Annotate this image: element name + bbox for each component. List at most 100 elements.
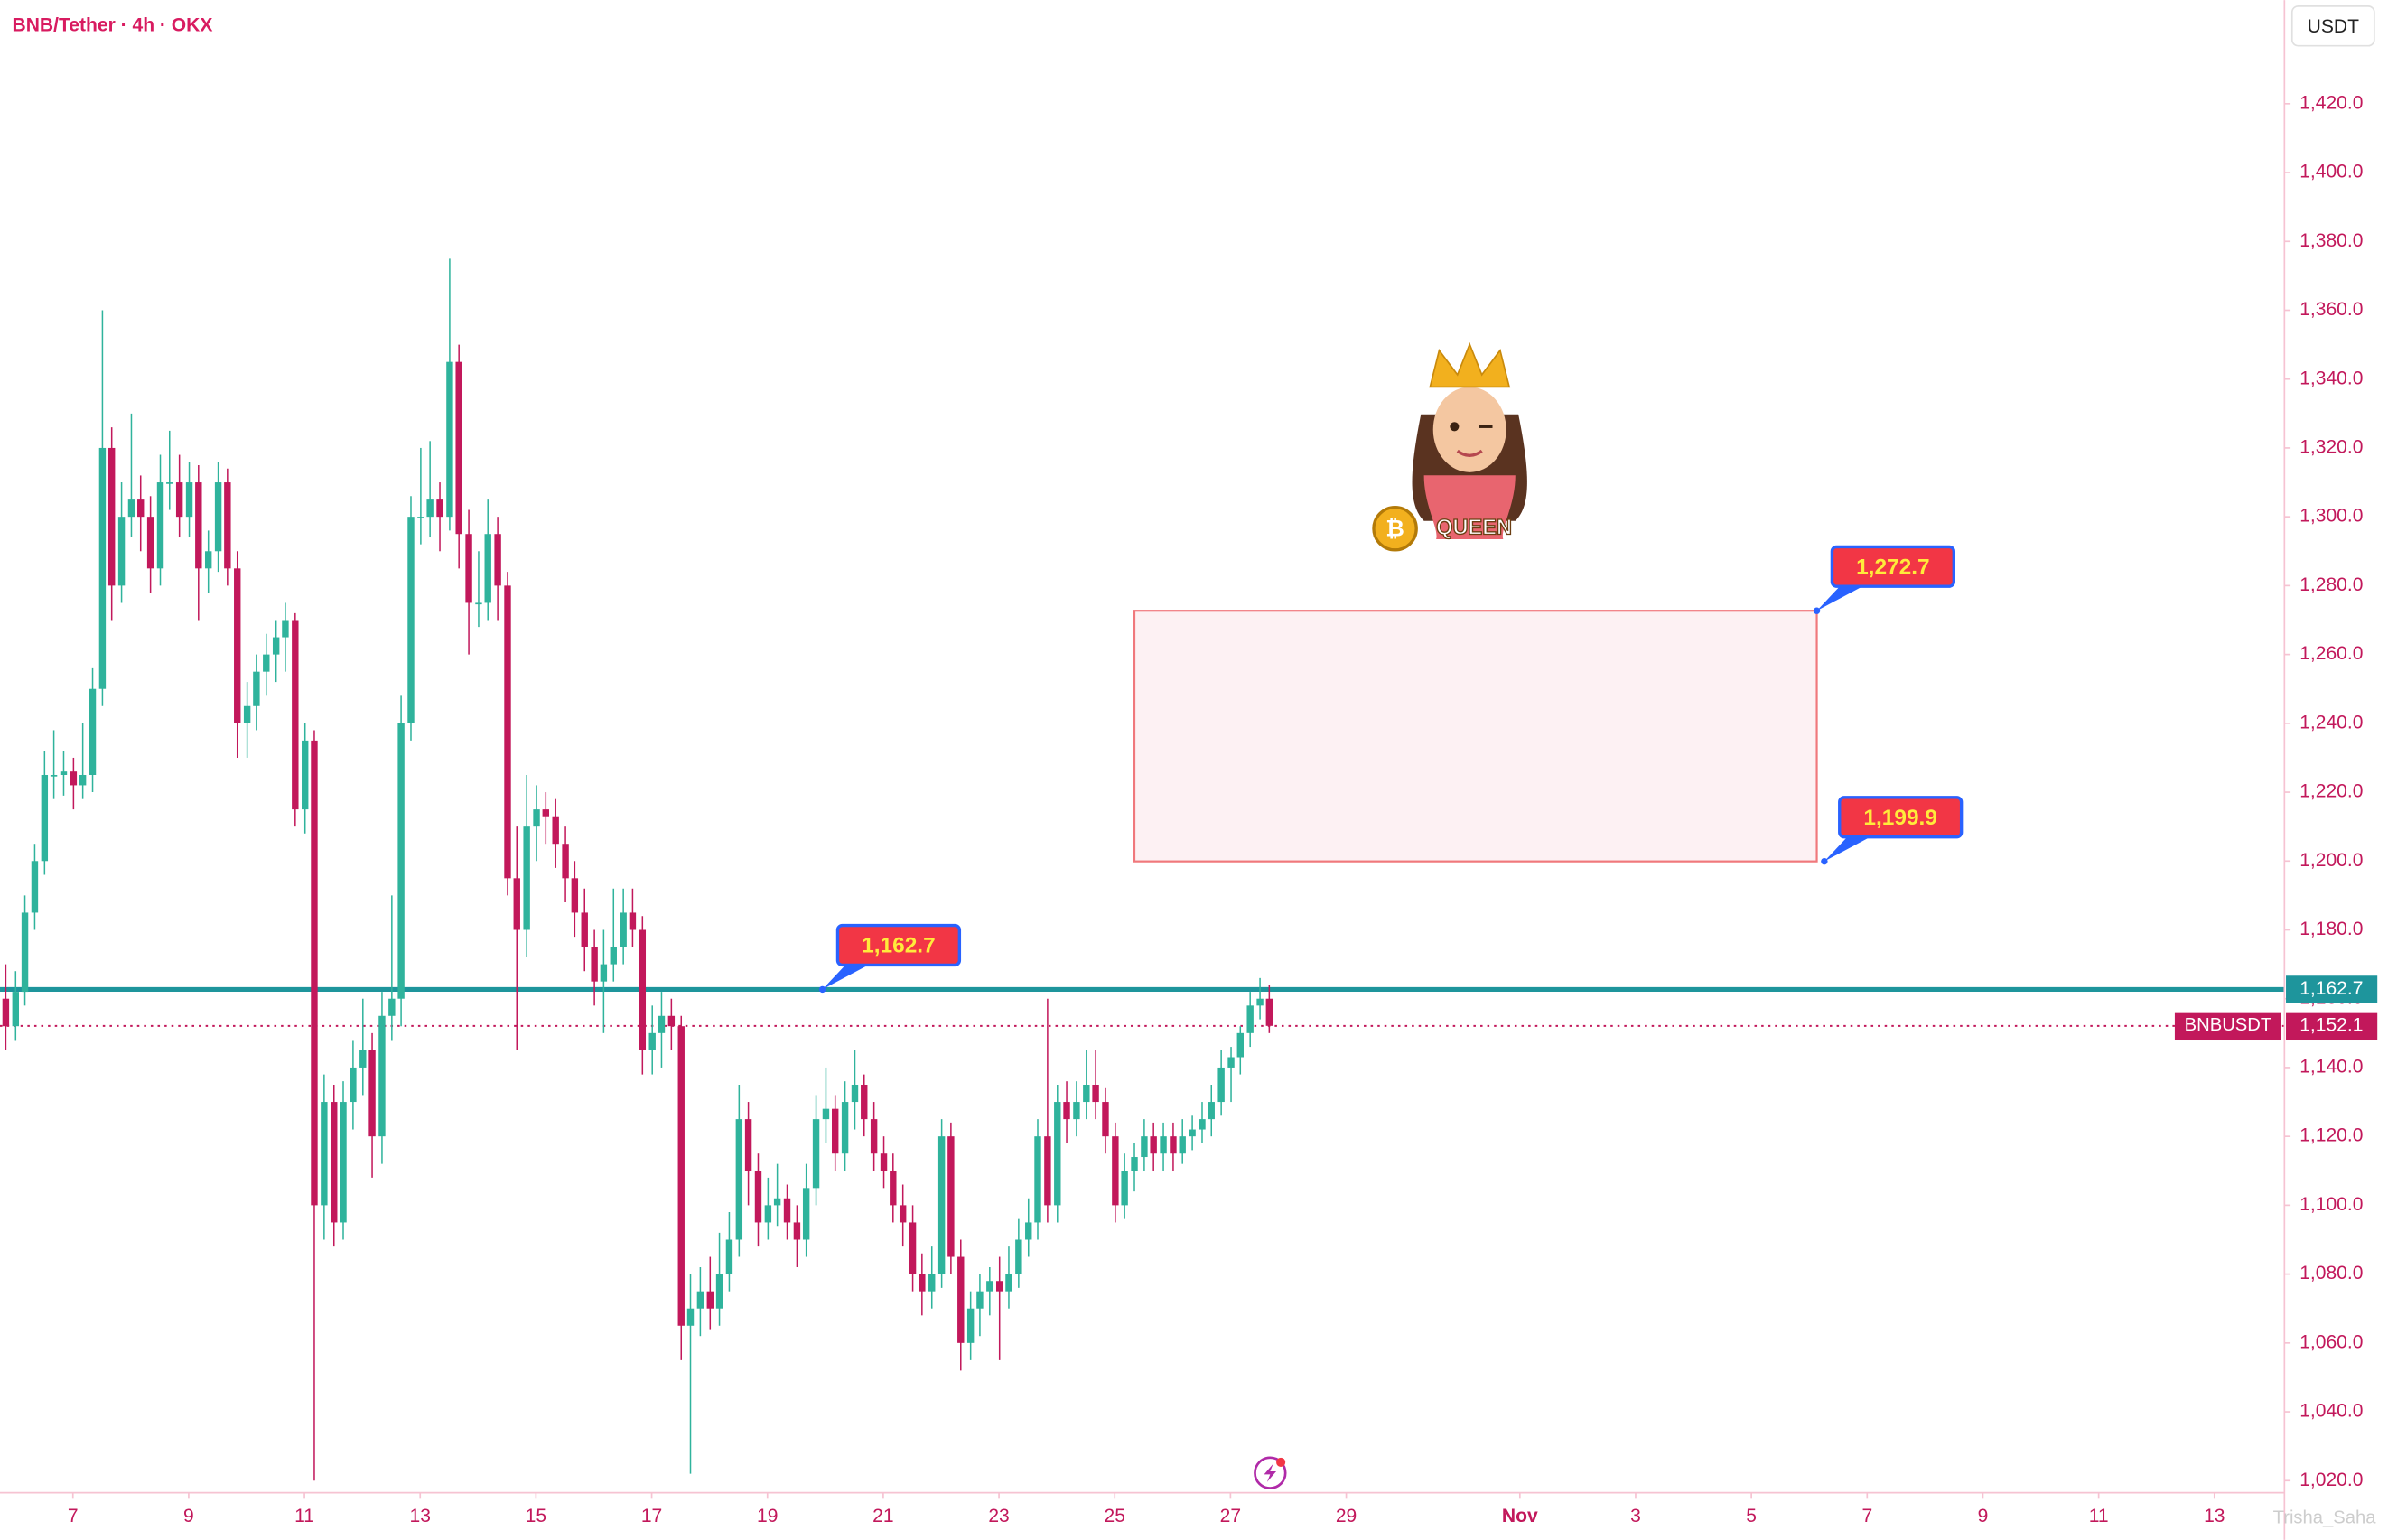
candle-body <box>533 809 540 827</box>
candle-body <box>571 878 579 913</box>
candle-body <box>21 912 29 993</box>
candle-body <box>773 1198 781 1206</box>
candle-body <box>648 1032 656 1050</box>
y-tick-label: 1,140.0 <box>2299 1057 2363 1078</box>
lightning-icon[interactable] <box>1254 1456 1287 1489</box>
candle-body <box>475 602 482 605</box>
candle-body <box>127 499 135 518</box>
candle-body <box>1121 1171 1128 1206</box>
candle-body <box>822 1108 830 1120</box>
candle-body <box>1005 1274 1012 1292</box>
candle-body <box>368 1050 376 1137</box>
candle-body <box>610 947 617 965</box>
candle-body <box>909 1222 917 1274</box>
candle-body <box>1265 998 1273 1026</box>
eye <box>1450 422 1460 432</box>
callout-anchor <box>818 985 826 994</box>
target-zone <box>1133 610 1818 863</box>
y-tick-label: 1,060.0 <box>2299 1331 2363 1352</box>
currency-button[interactable] <box>2290 5 2375 47</box>
y-tick-label: 1,400.0 <box>2299 162 2363 182</box>
candle-body <box>715 1274 723 1309</box>
candle-body <box>996 1281 1003 1292</box>
candle-body <box>966 1308 975 1343</box>
x-tick-label: 19 <box>757 1506 778 1526</box>
y-tick-label: 1,280.0 <box>2299 574 2363 595</box>
x-tick-label: 7 <box>1861 1506 1872 1526</box>
candle-body <box>204 551 212 569</box>
candle-body <box>658 1015 666 1033</box>
candle-body <box>696 1291 704 1309</box>
candle-body <box>937 1136 946 1274</box>
candle-body <box>513 878 520 930</box>
candle-body <box>1189 1129 1196 1137</box>
candle-body <box>1141 1136 1148 1158</box>
candle-body <box>272 637 280 655</box>
candle-body <box>1092 1084 1099 1103</box>
candle-body <box>1131 1157 1138 1171</box>
candle-body <box>350 1067 357 1103</box>
candle-body <box>2 998 10 1027</box>
y-tick-label: 1,080.0 <box>2299 1263 2363 1283</box>
candle-body <box>89 688 97 775</box>
icon-ring <box>1254 1456 1287 1489</box>
candle-body <box>1170 1136 1177 1154</box>
y-tick-label: 1,300.0 <box>2299 506 2363 527</box>
candle-body <box>620 912 627 947</box>
candle-body <box>919 1274 926 1292</box>
candle-body <box>378 1015 386 1137</box>
candle-body <box>137 499 145 518</box>
candle-body <box>841 1102 849 1154</box>
y-tick-label: 1,100.0 <box>2299 1194 2363 1215</box>
icon-dot <box>1276 1457 1286 1467</box>
shirt <box>1423 475 1516 540</box>
x-tick-label: 9 <box>1978 1506 1989 1526</box>
y-tick-label: 1,180.0 <box>2299 919 2363 939</box>
chart-title: BNB/Tether · 4h · OKX <box>12 14 212 35</box>
x-tick-label: 21 <box>872 1506 893 1526</box>
candle-body <box>523 826 530 930</box>
callout-anchor <box>1821 857 1828 865</box>
candle-body <box>552 816 559 845</box>
callout-anchor <box>1813 607 1821 614</box>
crown <box>1429 341 1511 388</box>
candle-body <box>735 1119 743 1240</box>
y-tick-label: 1,340.0 <box>2299 368 2363 388</box>
candle-body <box>484 534 491 603</box>
candle-body <box>263 654 270 672</box>
price-tag-label: 1,152.1 <box>2299 1014 2363 1035</box>
candle-body <box>417 517 424 518</box>
y-tick-label: 1,220.0 <box>2299 781 2363 802</box>
y-tick-label: 1,320.0 <box>2299 437 2363 458</box>
currency-label: USDT <box>2308 16 2359 37</box>
candle-body <box>465 534 472 603</box>
candle-body <box>359 1050 367 1068</box>
candle-body <box>899 1205 907 1223</box>
candle-body <box>41 774 49 862</box>
candle-body <box>107 447 116 586</box>
candle-body <box>98 447 107 689</box>
y-tick-label: 1,040.0 <box>2299 1401 2363 1422</box>
price-tag-label: 1,162.7 <box>2299 978 2363 999</box>
candle-body <box>1227 1057 1235 1068</box>
candle-body <box>166 482 173 484</box>
candle-body <box>388 998 396 1016</box>
callout-label: 1,272.7 <box>1856 555 1930 579</box>
candle-body <box>880 1153 888 1171</box>
candle-body <box>12 992 20 1027</box>
x-tick-label: 13 <box>2204 1506 2225 1526</box>
x-tick-label: 7 <box>68 1506 79 1526</box>
candle-body <box>156 482 164 569</box>
candle-body <box>1236 1032 1244 1058</box>
candle-body <box>1073 1102 1080 1120</box>
candle-body <box>426 499 434 518</box>
candle-body <box>60 771 68 775</box>
x-tick-label: Nov <box>1502 1506 1538 1526</box>
candle-body <box>947 1136 955 1257</box>
candle-body <box>407 517 415 723</box>
candle-body <box>446 361 453 518</box>
candle-body <box>686 1308 695 1326</box>
candle-body <box>667 1015 676 1027</box>
candle-body <box>321 1102 328 1206</box>
candle-body <box>1015 1239 1022 1274</box>
